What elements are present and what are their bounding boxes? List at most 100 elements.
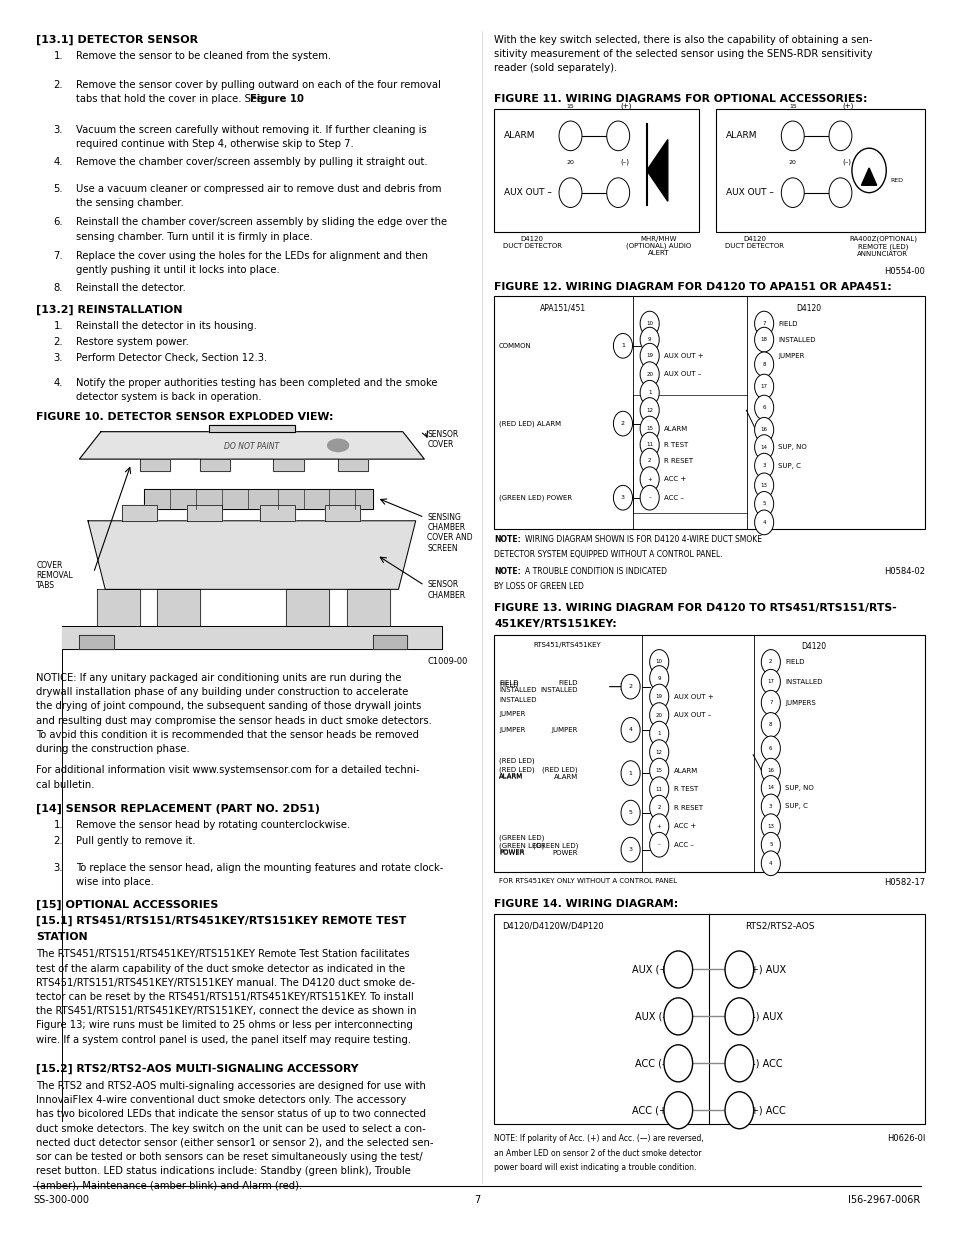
Text: tabs that hold the cover in place. See: tabs that hold the cover in place. See — [76, 95, 266, 105]
Text: 18: 18 — [760, 337, 767, 342]
Polygon shape — [286, 589, 329, 626]
Text: JUMPER: JUMPER — [498, 727, 525, 732]
Circle shape — [649, 758, 668, 783]
Text: 19: 19 — [655, 694, 662, 699]
Circle shape — [754, 311, 773, 336]
Text: [15.2] RTS2/RTS2-AOS MULTI-SIGNALING ACCESSORY: [15.2] RTS2/RTS2-AOS MULTI-SIGNALING ACC… — [36, 1063, 358, 1074]
Circle shape — [754, 395, 773, 420]
Text: (–) AUX: (–) AUX — [746, 1011, 782, 1021]
Text: 4: 4 — [628, 727, 632, 732]
Text: 3: 3 — [761, 463, 765, 468]
Circle shape — [754, 492, 773, 516]
Text: 1: 1 — [628, 771, 632, 776]
Text: 4.: 4. — [53, 157, 63, 167]
Text: reset button. LED status indications include: Standby (green blink), Trouble: reset button. LED status indications inc… — [36, 1166, 411, 1176]
Text: JUMPER: JUMPER — [778, 353, 804, 358]
Text: Figure 10: Figure 10 — [250, 95, 303, 105]
Circle shape — [613, 485, 632, 510]
Circle shape — [639, 398, 659, 422]
Polygon shape — [62, 626, 441, 648]
Circle shape — [760, 814, 780, 839]
Text: 15: 15 — [566, 104, 574, 109]
Circle shape — [649, 832, 668, 857]
Text: BY LOSS OF GREEN LED: BY LOSS OF GREEN LED — [494, 582, 583, 590]
Bar — [494, 635, 924, 872]
Text: NOTE: If polarity of Acc. (+) and Acc. (—) are reversed,: NOTE: If polarity of Acc. (+) and Acc. (… — [494, 1134, 703, 1142]
Text: APA151/451: APA151/451 — [539, 304, 585, 312]
Text: ACC +: ACC + — [673, 824, 695, 829]
Circle shape — [620, 800, 639, 825]
Polygon shape — [325, 505, 359, 521]
Polygon shape — [139, 459, 170, 471]
Text: 1.: 1. — [53, 321, 63, 331]
Text: 3: 3 — [768, 804, 772, 809]
Circle shape — [649, 777, 668, 802]
Text: 3: 3 — [628, 847, 632, 852]
Text: H0626-0I: H0626-0I — [886, 1134, 924, 1142]
Text: detector system is back in operation.: detector system is back in operation. — [76, 393, 262, 403]
Text: Use a vacuum cleaner or compressed air to remove dust and debris from: Use a vacuum cleaner or compressed air t… — [76, 184, 441, 194]
Text: DETECTOR SYSTEM EQUIPPED WITHOUT A CONTROL PANEL.: DETECTOR SYSTEM EQUIPPED WITHOUT A CONTR… — [494, 550, 722, 558]
Circle shape — [649, 666, 668, 690]
Text: H0584-02: H0584-02 — [883, 567, 924, 576]
Bar — [494, 109, 699, 232]
Text: Remove the sensor cover by pulling outward on each of the four removal: Remove the sensor cover by pulling outwa… — [76, 80, 440, 90]
Text: 6: 6 — [768, 746, 772, 751]
Circle shape — [760, 794, 780, 819]
Polygon shape — [187, 505, 221, 521]
Text: AUX (–): AUX (–) — [634, 1011, 670, 1021]
Text: SENSOR
COVER: SENSOR COVER — [427, 430, 458, 450]
Circle shape — [558, 178, 581, 207]
Text: the sensing chamber.: the sensing chamber. — [76, 199, 184, 209]
Text: FOR RTS451KEY ONLY WITHOUT A CONTROL PANEL: FOR RTS451KEY ONLY WITHOUT A CONTROL PAN… — [498, 878, 677, 884]
Text: SS-300-000: SS-300-000 — [33, 1195, 90, 1205]
Text: 4: 4 — [768, 861, 772, 866]
Text: R TEST: R TEST — [673, 787, 697, 792]
Circle shape — [754, 453, 773, 478]
Text: 11: 11 — [645, 442, 653, 447]
Text: 16: 16 — [760, 427, 767, 432]
Circle shape — [754, 473, 773, 498]
Bar — [494, 914, 924, 1124]
Text: (GREEN LED) POWER: (GREEN LED) POWER — [498, 494, 572, 501]
Text: To replace the sensor head, align the mounting features and rotate clock-: To replace the sensor head, align the mo… — [76, 863, 443, 873]
Text: FIELD: FIELD — [778, 321, 797, 326]
Text: 3: 3 — [620, 495, 624, 500]
Polygon shape — [200, 459, 230, 471]
Text: 3.: 3. — [53, 353, 63, 363]
Text: 7.: 7. — [53, 251, 63, 261]
Circle shape — [760, 650, 780, 674]
Polygon shape — [88, 521, 416, 589]
Text: 12: 12 — [645, 408, 653, 412]
Text: 1: 1 — [657, 731, 660, 736]
Text: With the key switch selected, there is also the capability of obtaining a sen-: With the key switch selected, there is a… — [494, 35, 872, 44]
Text: D4120: D4120 — [801, 642, 825, 651]
Circle shape — [649, 721, 668, 746]
Text: –: – — [648, 495, 650, 500]
Text: H0554-00: H0554-00 — [883, 267, 924, 275]
Text: (RED LED): (RED LED) — [498, 757, 534, 764]
Circle shape — [760, 832, 780, 857]
Circle shape — [649, 650, 668, 674]
Text: 16: 16 — [766, 768, 774, 773]
Circle shape — [754, 435, 773, 459]
Text: ALARM: ALARM — [673, 768, 697, 773]
Text: (RED LED)
ALARM: (RED LED) ALARM — [498, 767, 534, 779]
Text: NOTE:: NOTE: — [494, 567, 520, 576]
Text: [14] SENSOR REPLACEMENT (PART NO. 2D51): [14] SENSOR REPLACEMENT (PART NO. 2D51) — [36, 804, 320, 814]
Circle shape — [724, 1045, 753, 1082]
Text: C1009-00: C1009-00 — [427, 657, 467, 666]
Polygon shape — [144, 489, 373, 509]
Circle shape — [851, 148, 885, 193]
Circle shape — [639, 327, 659, 352]
Circle shape — [781, 178, 803, 207]
Text: To avoid this condition it is recommended that the sensor heads be removed: To avoid this condition it is recommende… — [36, 730, 418, 740]
Text: 19: 19 — [645, 353, 653, 358]
Text: 7: 7 — [761, 321, 765, 326]
Text: 13: 13 — [760, 483, 767, 488]
Text: The RTS451/RTS151/RTS451KEY/RTS151KEY Remote Test Station facilitates: The RTS451/RTS151/RTS451KEY/RTS151KEY Re… — [36, 950, 410, 960]
Text: RTS451/RTS451KEY: RTS451/RTS451KEY — [533, 642, 601, 648]
Text: [15] OPTIONAL ACCESSORIES: [15] OPTIONAL ACCESSORIES — [36, 900, 218, 910]
Text: (RED LED) ALARM: (RED LED) ALARM — [498, 420, 560, 427]
Text: power board will exist indicating a trouble condition.: power board will exist indicating a trou… — [494, 1163, 696, 1172]
